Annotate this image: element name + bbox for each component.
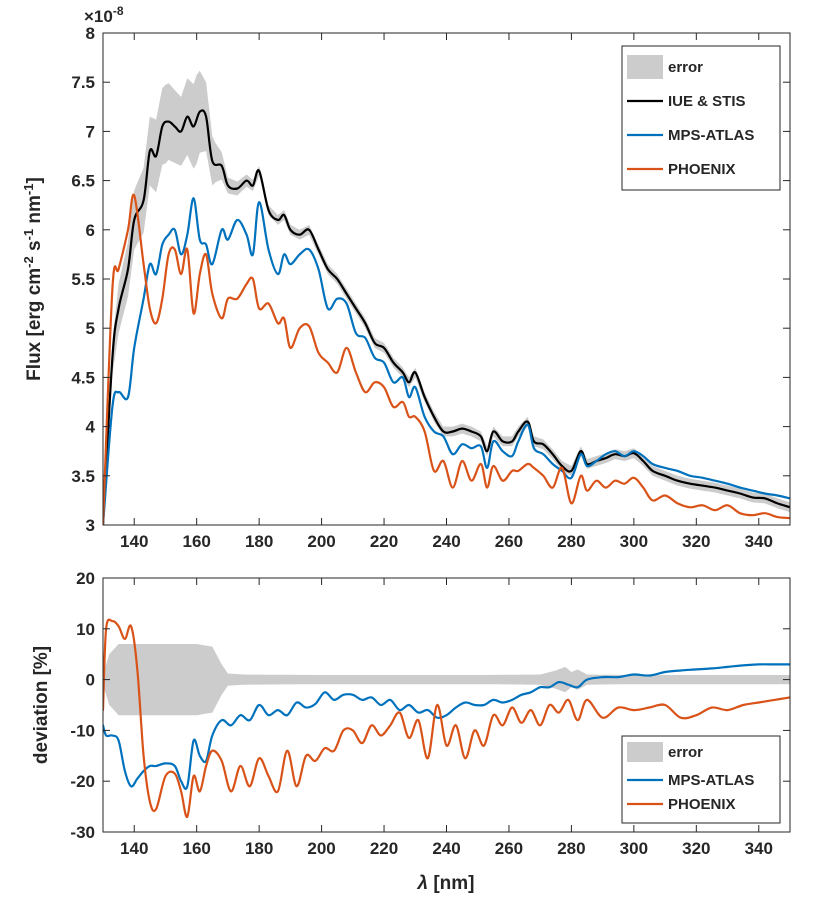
deviation-x-tick-label: 180 xyxy=(245,839,273,858)
deviation-x-ticks: 140 160 180 200 220 240 260 280 300 320 340 xyxy=(120,578,773,858)
deviation-x-tick-label: 160 xyxy=(182,839,210,858)
flux-x-tick-label: 260 xyxy=(495,532,523,551)
deviation-panel: 140 160 180 200 220 240 260 280 300 320 340 -30-20… xyxy=(31,569,791,894)
flux-y-tick-label: 5.5 xyxy=(71,270,95,289)
flux-legend-phoenix-label: PHOENIX xyxy=(668,161,736,178)
flux-series-iue-stis xyxy=(103,109,790,525)
flux-series-mps-atlas xyxy=(103,197,790,525)
deviation-series-group xyxy=(103,618,790,818)
flux-y-tick-label: 3.5 xyxy=(71,467,95,486)
deviation-error-band xyxy=(103,644,790,716)
flux-error-band xyxy=(103,70,790,525)
deviation-series-mps-atlas xyxy=(103,663,790,790)
flux-x-tick-label: 240 xyxy=(432,532,460,551)
flux-x-tick-label: 320 xyxy=(682,532,710,551)
deviation-y-axis-title: deviation [%] xyxy=(31,646,52,764)
flux-y-tick-label: 5 xyxy=(86,319,95,338)
flux-legend-error-label: error xyxy=(668,59,703,76)
flux-x-tick-label: 160 xyxy=(182,532,210,551)
deviation-x-tick-label: 260 xyxy=(495,839,523,858)
deviation-legend-error-swatch xyxy=(627,742,663,762)
deviation-error-band-group xyxy=(103,644,790,716)
flux-y-tick-label: 4 xyxy=(86,418,96,437)
flux-legend-mps-label: MPS-ATLAS xyxy=(668,127,754,144)
deviation-x-tick-label: 280 xyxy=(557,839,585,858)
deviation-series-phoenix xyxy=(103,618,790,818)
flux-x-tick-label: 300 xyxy=(620,532,648,551)
deviation-y-tick-label: -20 xyxy=(70,772,95,791)
flux-y-tick-label: 6 xyxy=(86,221,95,240)
deviation-legend-error-label: error xyxy=(668,744,703,761)
deviation-legend: error MPS-ATLAS PHOENIX xyxy=(621,735,781,824)
flux-legend-error-swatch xyxy=(627,55,663,79)
deviation-x-tick-label: 220 xyxy=(370,839,398,858)
flux-y-tick-label: 3 xyxy=(86,516,95,535)
flux-panel: 140 160 180 200 220 240 260 280 300 320 340 3 3.5 4 4… xyxy=(21,4,791,551)
flux-x-ticks: 140 160 180 200 220 240 260 280 300 320 340 xyxy=(120,33,773,551)
flux-y-tick-label: 7.5 xyxy=(71,73,95,92)
flux-y-tick-label: 7 xyxy=(86,122,95,141)
deviation-x-tick-label: 340 xyxy=(745,839,773,858)
deviation-x-axis-title: λ [nm] xyxy=(416,873,474,894)
flux-y-tick-label: 4.5 xyxy=(71,368,95,387)
flux-y-ticks: 3 3.5 4 4.5 5 5.5 6 6.5 7 7.5 8 xyxy=(71,24,790,535)
flux-y-tick-label: 6.5 xyxy=(71,172,95,191)
flux-series-phoenix xyxy=(103,193,790,525)
deviation-x-tick-label: 240 xyxy=(432,839,460,858)
deviation-x-tick-label: 320 xyxy=(682,839,710,858)
flux-x-tick-label: 180 xyxy=(245,532,273,551)
flux-error-band-group xyxy=(103,70,790,525)
flux-y-tick-label: 8 xyxy=(86,24,95,43)
flux-x-tick-label: 200 xyxy=(307,532,335,551)
deviation-y-ticks: -30 -20 -10 0 10 20 xyxy=(70,569,790,842)
deviation-y-tick-label: 20 xyxy=(76,569,95,588)
deviation-legend-phoenix-label: PHOENIX xyxy=(668,796,736,813)
flux-exponent-label: ×10-8 xyxy=(84,4,124,26)
flux-x-tick-label: 140 xyxy=(120,532,148,551)
flux-legend-iue-label: IUE & STIS xyxy=(668,93,746,110)
deviation-x-tick-label: 200 xyxy=(307,839,335,858)
deviation-legend-mps-label: MPS-ATLAS xyxy=(668,772,754,789)
flux-x-tick-label: 220 xyxy=(370,532,398,551)
deviation-y-tick-label: 10 xyxy=(76,620,95,639)
flux-x-tick-label: 280 xyxy=(557,532,585,551)
deviation-y-tick-label: -30 xyxy=(70,823,95,842)
deviation-y-tick-label: 0 xyxy=(86,671,95,690)
flux-legend: error IUE & STIS MPS-ATLAS PHOENIX xyxy=(621,45,781,191)
deviation-y-tick-label: -10 xyxy=(70,721,95,740)
flux-y-axis-title: Flux [erg cm-2 s-1 nm-1] xyxy=(21,177,45,381)
deviation-x-tick-label: 300 xyxy=(620,839,648,858)
deviation-x-tick-label: 140 xyxy=(120,839,148,858)
flux-series-group xyxy=(103,109,790,525)
flux-x-tick-label: 340 xyxy=(745,532,773,551)
